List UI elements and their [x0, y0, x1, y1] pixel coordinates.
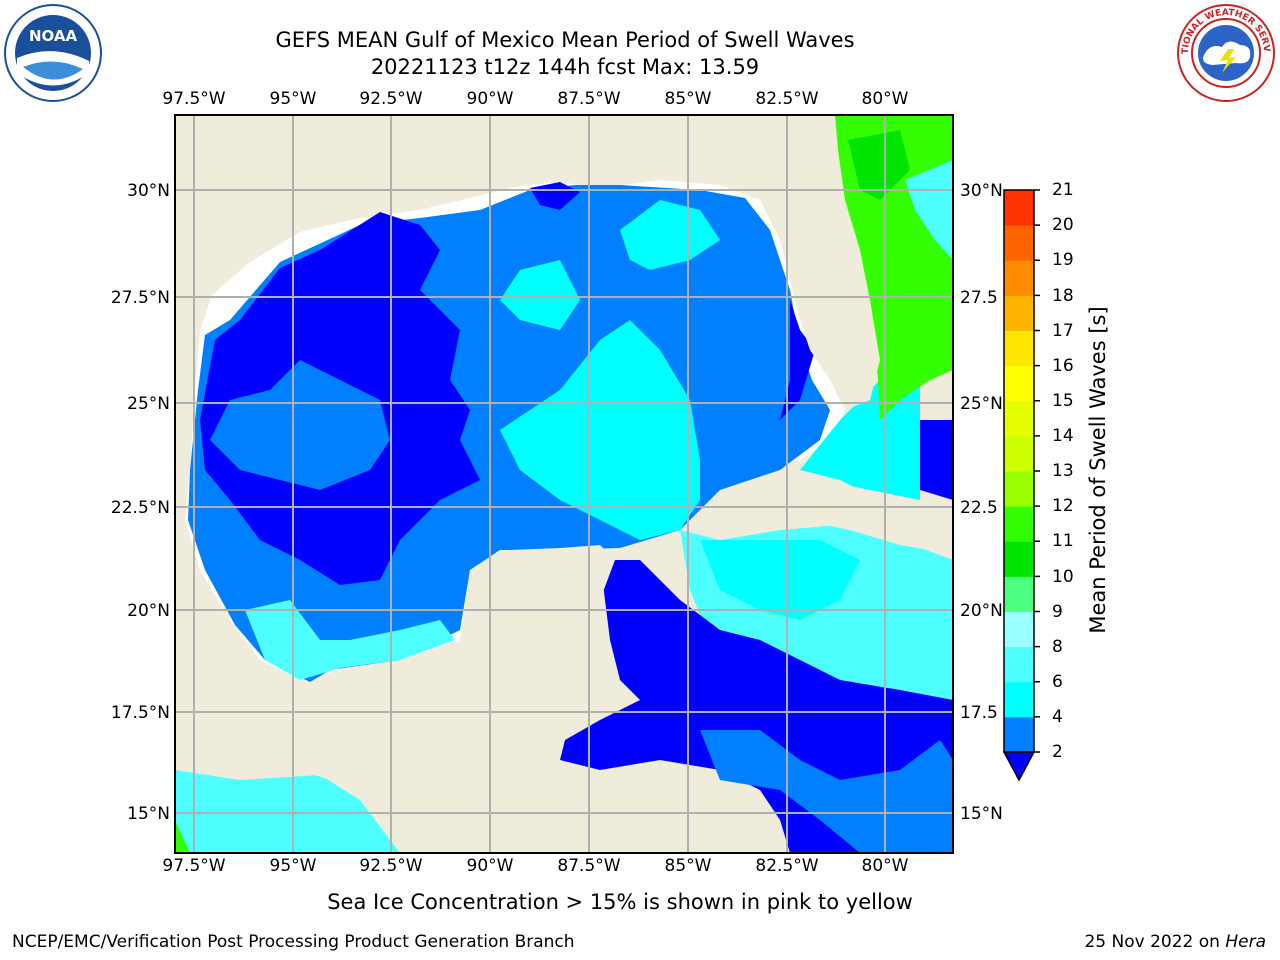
colorbar-segment [1004, 506, 1034, 542]
graticule [175, 115, 953, 853]
colorbar-segment [1004, 225, 1034, 261]
colorbar-tick: 20 [1052, 215, 1074, 235]
nws-logo: NATIONAL WEATHER SERVICE [1176, 3, 1275, 102]
colorbar-tick: 11 [1052, 531, 1074, 551]
lon-label-top: 97.5°W [162, 89, 226, 109]
noaa-logo-text: NOAA [29, 27, 78, 45]
lon-label-top: 92.5°W [359, 89, 423, 109]
sea-ice-note: Sea Ice Concentration > 15% is shown in … [327, 890, 913, 914]
colorbar-segment [1004, 190, 1034, 226]
map-title: GEFS MEAN Gulf of Mexico Mean Period of … [275, 28, 855, 52]
colorbar-segment [1004, 576, 1034, 612]
colorbar-tick: 2 [1052, 742, 1063, 762]
colorbar-segment [1004, 471, 1034, 507]
colorbar-tick: 19 [1052, 250, 1074, 270]
swell-8-9-atlantic [905, 160, 953, 260]
colorbar-tick: 8 [1052, 637, 1063, 657]
colorbar-tick: 12 [1052, 496, 1074, 516]
land-cuba [690, 480, 953, 550]
swell-11-12-atlantic [848, 130, 910, 200]
colorbar-segment [1004, 435, 1034, 472]
colorbar-segment [1004, 365, 1034, 402]
colorbar-tick: 14 [1052, 426, 1074, 446]
swell-10-12-pacific [175, 820, 190, 853]
colorbar-tick: 6 [1052, 672, 1063, 692]
lat-label-left: 15°N [127, 804, 170, 824]
colorbar-title: Mean Period of Swell Waves [s] [1086, 306, 1110, 634]
colorbar-segment [1004, 646, 1034, 683]
colorbar-tick: 4 [1052, 707, 1063, 727]
lon-label-bottom: 97.5°W [162, 856, 226, 876]
swell-6-8-south-coast [245, 600, 455, 680]
lon-label-bottom: 82.5°W [755, 856, 819, 876]
lat-label-right: 15°N [960, 804, 1003, 824]
colorbar-segment [1004, 330, 1034, 367]
colorbar-tick: 16 [1052, 356, 1074, 376]
lat-label-left: 20°N [127, 601, 170, 621]
lon-label-bottom: 85°W [664, 856, 712, 876]
footer-date-text: 25 Nov 2022 on [1084, 932, 1226, 952]
footer-date: 25 Nov 2022 on Hera [1084, 932, 1266, 952]
footer-credit: NCEP/EMC/Verification Post Processing Pr… [12, 932, 575, 952]
lat-label-right: 27.5 [960, 288, 998, 308]
land-florida [770, 115, 880, 410]
colorbar-tick: 17 [1052, 321, 1074, 341]
lat-label-right: 30°N [960, 181, 1003, 201]
footer-host: Hera [1225, 932, 1266, 952]
lat-label-left: 27.5°N [110, 288, 170, 308]
colorbar-tick: 13 [1052, 461, 1074, 481]
swell-6-8-pacific [175, 770, 400, 853]
lon-label-bottom: 90°W [466, 856, 514, 876]
lat-label-left: 30°N [127, 181, 170, 201]
swell-6-8-northeast [620, 200, 720, 270]
colorbar-tick: 18 [1052, 286, 1074, 306]
swell-6-8-central [500, 320, 700, 540]
colorbar-tick: 15 [1052, 391, 1074, 411]
lat-label-right: 22.5 [960, 498, 998, 518]
colorbar-tick: 21 [1052, 180, 1074, 200]
lon-label-top: 85°W [664, 89, 712, 109]
colorbar-segment [1004, 716, 1034, 753]
colorbar-segment [1004, 260, 1034, 296]
swell-2-4-bahamas [920, 420, 953, 500]
lon-label-top: 87.5°W [557, 89, 621, 109]
colorbar-segment [1004, 400, 1034, 437]
colorbar-tick: 10 [1052, 567, 1074, 587]
map-subtitle: 20221123 t12z 144h fcst Max: 13.59 [370, 55, 760, 79]
land-central-america [175, 680, 760, 853]
colorbar-tick: 9 [1052, 602, 1063, 622]
lon-label-bottom: 87.5°W [557, 856, 621, 876]
map-frame [174, 114, 954, 854]
swell-4-6-caribbean [700, 540, 860, 620]
swell-6-8-northwest [500, 260, 580, 330]
colorbar-extend-triangle [1002, 751, 1036, 782]
lon-label-top: 82.5°W [755, 89, 819, 109]
colorbar-segment [1004, 295, 1034, 331]
lon-label-bottom: 80°W [861, 856, 909, 876]
lon-label-top: 95°W [269, 89, 317, 109]
swell-4-6-caribbean-south [700, 730, 953, 853]
lon-label-top: 90°W [466, 89, 514, 109]
land-yucatan [440, 545, 615, 760]
lon-label-bottom: 92.5°W [359, 856, 423, 876]
lat-label-left: 17.5°N [110, 703, 170, 723]
lat-label-right: 17.5 [960, 703, 998, 723]
lat-label-left: 22.5°N [110, 498, 170, 518]
lat-label-left: 25°N [127, 394, 170, 414]
lon-label-top: 80°W [861, 89, 909, 109]
swell-4-6-west-inner [210, 360, 390, 490]
colorbar-segment [1004, 611, 1034, 648]
colorbar-segment [1004, 541, 1034, 577]
colorbar-segment [1004, 681, 1034, 718]
lat-label-right: 25°N [960, 394, 1003, 414]
swell-2-4-east [780, 300, 815, 420]
lat-label-right: 20°N [960, 601, 1003, 621]
lon-label-bottom: 95°W [269, 856, 317, 876]
colorbar [1002, 189, 1040, 782]
noaa-logo: NOAA [4, 4, 102, 102]
